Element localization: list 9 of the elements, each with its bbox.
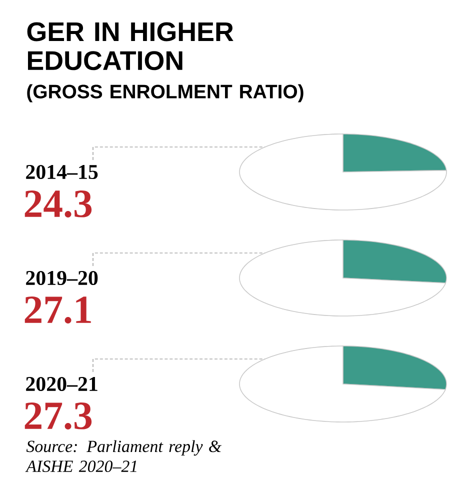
source-note: Source: Parliament reply & AISHE 2020–21 [25,440,222,472]
data-label: 27.3 [24,402,92,430]
text: GER IN HIGHER EDUCATION [27,22,234,70]
text: (GROSS ENROLMENT RATIO) [27,84,304,102]
data-label: 27.1 [24,296,91,324]
text: 2019–20 [26,270,98,286]
text: 2014–15 [26,164,98,180]
text: 2020–21 [26,376,98,392]
data-label: 24.3 [24,190,92,218]
